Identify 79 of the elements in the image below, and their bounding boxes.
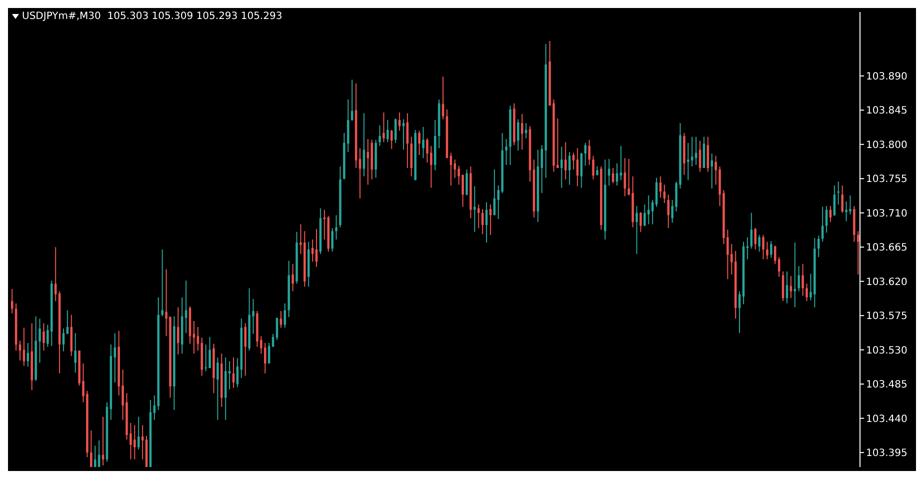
- candlestick: [161, 248, 164, 317]
- candlestick: [572, 152, 575, 170]
- y-tick-label: 103.665: [866, 242, 908, 254]
- candlestick: [564, 142, 567, 180]
- candlestick: [845, 200, 848, 222]
- candlestick: [644, 204, 646, 226]
- candlestick: [802, 263, 804, 296]
- candlestick: [382, 112, 385, 143]
- y-tick-label: 103.620: [866, 276, 908, 288]
- candlestick: [216, 356, 219, 420]
- candlestick: [798, 266, 800, 292]
- candlestick: [272, 333, 274, 348]
- candlestick: [208, 336, 211, 369]
- candlestick: [474, 186, 476, 232]
- candlestick: [849, 194, 852, 215]
- candlestick: [90, 430, 92, 467]
- y-tick-label: 103.575: [866, 311, 908, 322]
- candlestick: [42, 322, 45, 352]
- candlestick: [418, 130, 420, 156]
- candlestick: [698, 140, 702, 172]
- y-tick-label: 103.395: [866, 448, 908, 460]
- candlestick: [114, 332, 116, 384]
- candlestick: [817, 235, 820, 258]
- candlestick: [244, 322, 246, 376]
- candlestick: [750, 212, 753, 250]
- candlestick: [466, 169, 468, 196]
- candlestick: [505, 138, 508, 166]
- candlestick: [706, 136, 710, 172]
- candlestick: [596, 166, 598, 176]
- candlestick: [204, 344, 207, 372]
- candlestick: [134, 424, 136, 460]
- candlestick: [690, 136, 694, 167]
- candlestick: [335, 214, 338, 240]
- candlestick: [770, 240, 772, 258]
- candlestick: [608, 158, 610, 186]
- candlestick: [754, 228, 756, 250]
- candlestick: [857, 230, 860, 275]
- candlestick: [386, 120, 389, 143]
- y-tick-label: 103.485: [866, 380, 908, 391]
- candlestick: [636, 206, 638, 254]
- candlestick: [66, 310, 69, 334]
- candlestick: [651, 199, 654, 225]
- candlestick: [640, 212, 642, 232]
- candlestick: [390, 129, 393, 150]
- candlestick: [292, 263, 294, 292]
- candlestick: [806, 283, 808, 302]
- candlestick: [687, 142, 690, 181]
- candlestick: [663, 184, 666, 204]
- candlestick: [588, 139, 590, 166]
- candlestick: [560, 146, 563, 188]
- candlestick: [786, 270, 788, 304]
- candlestick: [331, 228, 334, 252]
- candlestick: [667, 194, 670, 229]
- candlestick: [762, 234, 764, 260]
- candlestick: [177, 306, 180, 355]
- candlestick: [378, 124, 381, 146]
- y-tick-label: 103.890: [866, 71, 908, 82]
- candlestick: [141, 424, 144, 460]
- candlestick: [837, 181, 840, 205]
- candlestick: [710, 153, 713, 190]
- candlestick: [580, 152, 583, 188]
- candlestick: [74, 332, 76, 374]
- candlestick: [426, 138, 428, 164]
- candlestick: [758, 234, 760, 252]
- y-tick-label: 103.845: [866, 106, 908, 117]
- y-tick-label: 103.800: [866, 140, 908, 151]
- candlestick: [584, 142, 586, 166]
- y-tick-label: 103.755: [866, 174, 908, 186]
- y-tick-label: 103.710: [866, 208, 908, 220]
- candlestick: [517, 118, 520, 151]
- candlestick: [841, 184, 844, 214]
- chart-title: USDJPYm#,M30 105.303 105.309 105.293 105.293: [22, 11, 282, 22]
- candlestick: [228, 360, 231, 390]
- candlestick: [766, 241, 768, 260]
- y-tick-label: 103.440: [866, 414, 908, 425]
- candlestick: [592, 155, 594, 180]
- y-tick-label: 103.530: [866, 345, 908, 356]
- candlestick: [422, 126, 424, 159]
- candlestick: [54, 246, 57, 302]
